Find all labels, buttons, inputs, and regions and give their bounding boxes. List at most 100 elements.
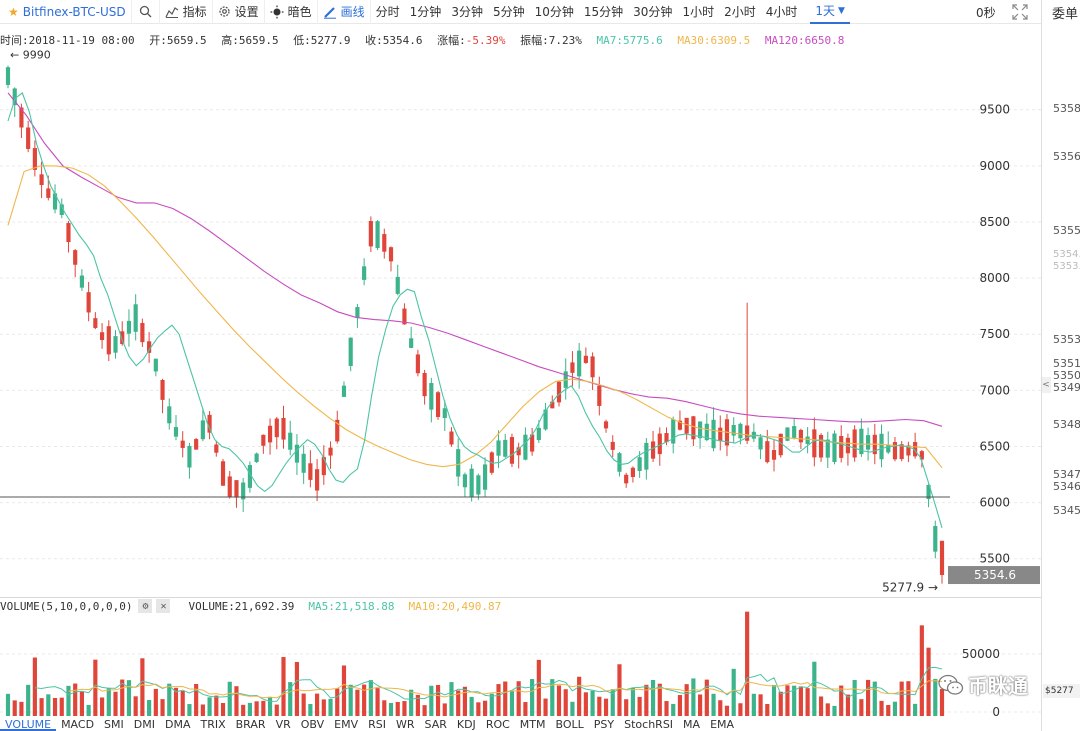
period-tab-9[interactable]: 4小时 <box>765 5 798 19</box>
period-tab-8[interactable]: 2小时 <box>724 5 756 19</box>
indicator-tab-18[interactable]: StochRSI <box>624 719 674 731</box>
volume-bar <box>214 695 219 716</box>
volume-bar <box>106 687 111 716</box>
volume-bar <box>610 689 615 716</box>
indicator-tab-11[interactable]: WR <box>395 719 415 731</box>
indicator-tab-2[interactable]: SMI <box>104 719 124 731</box>
volume-chart[interactable]: 0 50000 <box>0 598 1041 716</box>
indicator-tab-4[interactable]: DMA <box>164 719 191 731</box>
order-book-price: 5354. <box>1053 249 1080 260</box>
search-button[interactable] <box>132 0 160 24</box>
indicator-tab-17[interactable]: PSY <box>593 719 615 731</box>
candle-body <box>536 427 541 441</box>
symbol-selector[interactable]: ★ Bitfinex-BTC-USD <box>0 0 132 24</box>
indicator-tab-14[interactable]: ROC <box>485 719 510 731</box>
indicator-settings-button[interactable]: ⚙ <box>138 599 153 613</box>
volume-bar <box>348 684 353 716</box>
volume-bar <box>32 657 37 716</box>
volume-bar <box>657 683 662 716</box>
candle-body <box>543 409 548 430</box>
volume-bar <box>66 685 71 716</box>
period-tab-7[interactable]: 1小时 <box>682 5 715 19</box>
order-book-price: 5356. <box>1053 150 1080 163</box>
volume-bar <box>200 704 205 716</box>
indicator-tab-5[interactable]: TRIX <box>200 719 226 731</box>
candle-body <box>133 304 138 332</box>
chevron-left-icon: < <box>1042 380 1050 390</box>
volume-bar <box>415 694 420 716</box>
indicator-tab-15[interactable]: MTM <box>519 719 546 731</box>
change-info: 涨幅:-5.39% <box>437 34 505 47</box>
candle-body <box>624 474 629 484</box>
indicator-tab-7[interactable]: VR <box>275 719 291 731</box>
order-book-price: 5350. <box>1053 369 1080 382</box>
candle-body <box>355 307 360 318</box>
indicators-button[interactable]: 指标 <box>160 0 213 24</box>
indicator-tab-16[interactable]: BOLL <box>555 719 584 731</box>
indicator-tab-13[interactable]: KDJ <box>456 719 476 731</box>
star-icon[interactable]: ★ <box>8 4 19 19</box>
indicator-tab-6[interactable]: BRAR <box>235 719 266 731</box>
volume-bar <box>261 700 266 716</box>
indicator-tab-1[interactable]: MACD <box>61 719 95 731</box>
period-tab-active[interactable]: 1天 ▼ <box>810 0 850 24</box>
indicator-tab-9[interactable]: EMV <box>334 719 359 731</box>
candle-body <box>771 449 777 460</box>
indicator-tab-8[interactable]: OBV <box>300 719 325 731</box>
candle-body <box>321 457 326 476</box>
volume-bar <box>805 688 810 716</box>
period-tab-2[interactable]: 3分钟 <box>451 5 483 19</box>
volume-bar <box>765 704 770 716</box>
y-tick-label: 9500 <box>979 103 1010 117</box>
draw-button[interactable]: 画线 <box>318 0 371 24</box>
candle-body <box>818 434 824 458</box>
settings-button[interactable]: 设置 <box>213 0 265 24</box>
volume-bar <box>503 681 508 716</box>
volume-bar <box>46 694 51 716</box>
sidebar-collapse-button[interactable]: < <box>1042 377 1051 393</box>
ma7-info: MA7:5775.6 <box>596 34 663 47</box>
volume-bar <box>899 681 904 716</box>
period-tab-1[interactable]: 1分钟 <box>409 5 442 19</box>
candle-body <box>503 439 508 457</box>
indicator-close-button[interactable]: ✕ <box>156 599 171 613</box>
candle-body <box>409 338 414 348</box>
period-tab-5[interactable]: 15分钟 <box>583 5 624 19</box>
candle-body <box>482 464 488 490</box>
toolbar: ★ Bitfinex-BTC-USD 指标 设置 暗色 画线 分时 1分钟 3分… <box>0 0 1041 24</box>
volume-bar <box>919 625 924 716</box>
candle-body <box>933 526 938 552</box>
indicator-tab-10[interactable]: RSI <box>368 719 386 731</box>
volume-bar <box>825 703 830 716</box>
candlestick-chart[interactable]: 5500 6000 6500 7000 7500 8000 8500 9000 9500 ← 99… <box>0 48 1041 598</box>
candle-body <box>738 423 743 439</box>
theme-toggle[interactable]: 暗色 <box>265 0 318 24</box>
volume-bar <box>906 681 911 716</box>
candle-body <box>462 474 468 488</box>
volume-bar <box>785 685 790 716</box>
fullscreen-button[interactable] <box>1008 0 1032 24</box>
volume-bar <box>476 702 481 716</box>
volume-bar <box>442 703 447 716</box>
period-tab-0[interactable]: 分时 <box>375 5 400 19</box>
candle-body <box>691 416 696 440</box>
indicator-tab-0[interactable]: VOLUME <box>0 719 57 731</box>
candle-body <box>637 457 642 471</box>
candle-body <box>892 442 898 460</box>
indicator-tab-19[interactable]: MA <box>683 719 701 731</box>
fullscreen-icon <box>1012 4 1028 20</box>
volume-bar <box>375 688 380 716</box>
period-tab-3[interactable]: 5分钟 <box>492 5 525 19</box>
candle-body <box>382 234 387 252</box>
ma120-line <box>7 92 943 427</box>
volume-bar <box>26 684 31 716</box>
indicator-tab-12[interactable]: SAR <box>424 719 447 731</box>
indicator-tab-20[interactable]: EMA <box>710 719 735 731</box>
indicator-tab-3[interactable]: DMI <box>133 719 155 731</box>
volume-bar <box>153 688 158 716</box>
volume-bar <box>194 684 199 716</box>
volume-bar <box>866 679 871 716</box>
period-tab-6[interactable]: 30分钟 <box>633 5 673 19</box>
period-tab-4[interactable]: 10分钟 <box>534 5 574 19</box>
